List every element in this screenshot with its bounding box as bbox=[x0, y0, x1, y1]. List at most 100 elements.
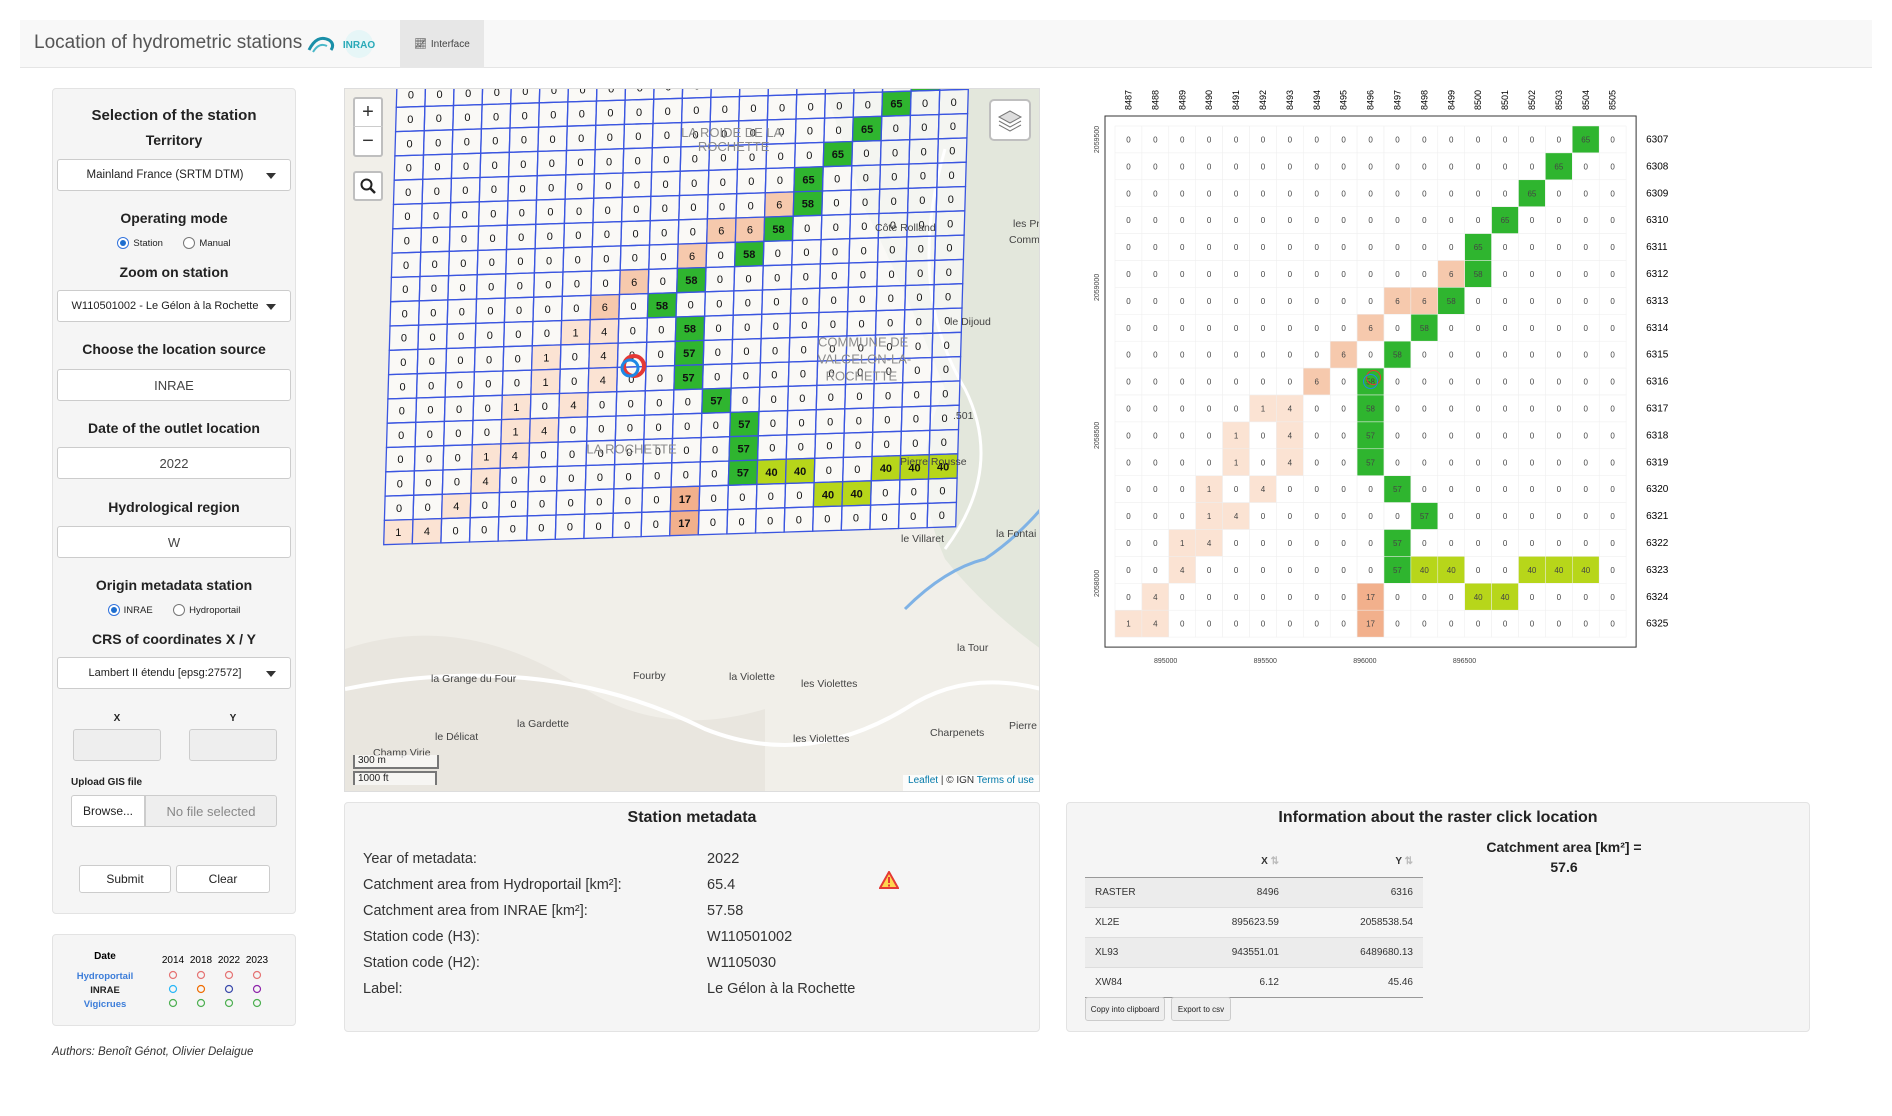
heatmap-cell[interactable] bbox=[1114, 125, 1143, 154]
heatmap-cell[interactable] bbox=[1222, 502, 1250, 530]
heatmap-cell[interactable] bbox=[1410, 583, 1439, 611]
heatmap-cell[interactable] bbox=[1491, 448, 1519, 476]
heatmap-cell[interactable] bbox=[1195, 179, 1223, 207]
clear-button[interactable]: Clear bbox=[176, 865, 270, 893]
heatmap-cell[interactable] bbox=[1168, 421, 1196, 450]
heatmap-cell[interactable] bbox=[1195, 502, 1223, 530]
heatmap-cell[interactable] bbox=[1464, 529, 1492, 557]
x-input[interactable] bbox=[73, 729, 161, 761]
heatmap-cell[interactable] bbox=[1464, 609, 1492, 638]
heatmap-cell[interactable] bbox=[1437, 421, 1465, 450]
heatmap-cell[interactable] bbox=[1598, 394, 1627, 423]
heatmap-cell[interactable] bbox=[1303, 125, 1331, 154]
mode-station-radio[interactable]: Station bbox=[117, 237, 163, 249]
heatmap-cell[interactable] bbox=[1249, 152, 1277, 181]
heatmap-cell[interactable] bbox=[1195, 529, 1223, 557]
heatmap-cell[interactable] bbox=[1249, 556, 1277, 584]
heatmap-cell[interactable] bbox=[1545, 448, 1573, 476]
heatmap-cell[interactable] bbox=[1303, 609, 1331, 638]
heatmap-cell[interactable] bbox=[1598, 314, 1627, 342]
heatmap-cell[interactable] bbox=[1598, 529, 1627, 557]
export-csv-button[interactable]: Export to csv bbox=[1171, 997, 1231, 1021]
heatmap-cell[interactable] bbox=[1545, 314, 1573, 342]
heatmap-cell[interactable] bbox=[1356, 179, 1385, 207]
heatmap-cell[interactable] bbox=[1491, 609, 1519, 638]
heatmap-cell[interactable] bbox=[1168, 556, 1196, 584]
heatmap-cell[interactable] bbox=[1303, 421, 1331, 450]
heatmap-cell[interactable] bbox=[1491, 394, 1519, 423]
heatmap-cell[interactable] bbox=[1410, 125, 1439, 154]
heatmap-cell[interactable] bbox=[1114, 367, 1143, 396]
heatmap-cell[interactable] bbox=[1195, 314, 1223, 342]
heatmap-cell[interactable] bbox=[1141, 206, 1170, 234]
heatmap-cell[interactable] bbox=[1114, 502, 1143, 530]
table-header-x[interactable]: X ⇅ bbox=[1165, 847, 1289, 878]
heatmap-cell[interactable] bbox=[1276, 206, 1304, 234]
heatmap-cell[interactable] bbox=[1383, 394, 1412, 423]
tab-interface[interactable]: 📈︎ Interface bbox=[400, 20, 484, 68]
heatmap-cell[interactable] bbox=[1518, 367, 1546, 396]
heatmap-cell[interactable] bbox=[1276, 394, 1304, 423]
table-row[interactable]: RASTER 8496 6316 bbox=[1085, 876, 1423, 907]
heatmap-cell[interactable] bbox=[1168, 475, 1196, 503]
grid-cell[interactable] bbox=[926, 501, 958, 529]
heatmap-cell[interactable] bbox=[1168, 206, 1196, 234]
heatmap-cell[interactable] bbox=[1249, 314, 1277, 342]
heatmap-cell[interactable] bbox=[1545, 340, 1573, 369]
heatmap-cell[interactable] bbox=[1545, 233, 1573, 261]
heatmap-cell[interactable] bbox=[1195, 394, 1223, 423]
heatmap-cell[interactable] bbox=[1572, 233, 1600, 261]
table-row[interactable]: XL2E 895623.59 2058538.54 bbox=[1085, 906, 1423, 937]
heatmap-cell[interactable] bbox=[1141, 529, 1170, 557]
heatmap-cell[interactable] bbox=[1141, 609, 1170, 638]
heatmap-cell[interactable] bbox=[1329, 179, 1358, 207]
heatmap-cell[interactable] bbox=[1168, 583, 1196, 611]
map[interactable]: 0000000000000000006500000000000000000065… bbox=[344, 88, 1040, 792]
heatmap-cell[interactable] bbox=[1437, 125, 1465, 154]
heatmap-cell[interactable] bbox=[1598, 233, 1627, 261]
station-marker[interactable] bbox=[620, 354, 646, 378]
heatmap-cell[interactable] bbox=[1464, 421, 1492, 450]
heatmap-cell[interactable] bbox=[1356, 502, 1385, 530]
heatmap-cell[interactable] bbox=[1383, 152, 1412, 181]
heatmap-cell[interactable] bbox=[1195, 609, 1223, 638]
heatmap-cell[interactable] bbox=[1195, 206, 1223, 234]
heatmap-cell[interactable] bbox=[1464, 556, 1492, 584]
heatmap-cell[interactable] bbox=[1464, 475, 1492, 503]
heatmap-cell[interactable] bbox=[1437, 233, 1465, 261]
heatmap-cell[interactable] bbox=[1276, 367, 1304, 396]
heatmap-cell[interactable] bbox=[1598, 502, 1627, 530]
heatmap-cell[interactable] bbox=[1329, 260, 1358, 288]
heatmap-cell[interactable] bbox=[1383, 529, 1412, 557]
heatmap-cell[interactable] bbox=[1195, 260, 1223, 288]
heatmap-cell[interactable] bbox=[1168, 394, 1196, 423]
heatmap-cell[interactable] bbox=[1572, 448, 1600, 476]
heatmap-cell[interactable] bbox=[1491, 206, 1519, 234]
heatmap-cell[interactable] bbox=[1303, 340, 1331, 369]
heatmap-cell[interactable] bbox=[1114, 583, 1143, 611]
raster-grid[interactable]: 0000000000000000006500000000000000000065… bbox=[383, 89, 969, 546]
zoom-in-button[interactable]: + bbox=[353, 97, 383, 127]
heatmap-cell[interactable] bbox=[1276, 529, 1304, 557]
heatmap-cell[interactable] bbox=[1410, 314, 1439, 342]
heatmap-cell[interactable] bbox=[1572, 394, 1600, 423]
heatmap-cell[interactable] bbox=[1276, 260, 1304, 288]
heatmap-cell[interactable] bbox=[1518, 529, 1546, 557]
heatmap-cell[interactable] bbox=[1491, 421, 1519, 450]
heatmap-cell[interactable] bbox=[1303, 367, 1331, 396]
heatmap-cell[interactable] bbox=[1356, 206, 1385, 234]
heatmap-cell[interactable] bbox=[1598, 125, 1627, 154]
heatmap-cell[interactable] bbox=[1276, 287, 1304, 315]
table-header-y[interactable]: Y ⇅ bbox=[1289, 847, 1423, 878]
heatmap-cell[interactable] bbox=[1329, 152, 1358, 181]
heatmap-cell[interactable] bbox=[1141, 260, 1170, 288]
region-field[interactable]: W bbox=[57, 526, 291, 558]
heatmap-cell[interactable] bbox=[1222, 394, 1250, 423]
heatmap-cell[interactable] bbox=[1383, 206, 1412, 234]
heatmap-cell[interactable] bbox=[1356, 529, 1385, 557]
heatmap-cell[interactable] bbox=[1383, 233, 1412, 261]
heatmap-cell[interactable] bbox=[1383, 260, 1412, 288]
heatmap-cell[interactable] bbox=[1572, 421, 1600, 450]
outlet-date-field[interactable]: 2022 bbox=[57, 447, 291, 479]
heatmap-cell[interactable] bbox=[1356, 609, 1385, 638]
